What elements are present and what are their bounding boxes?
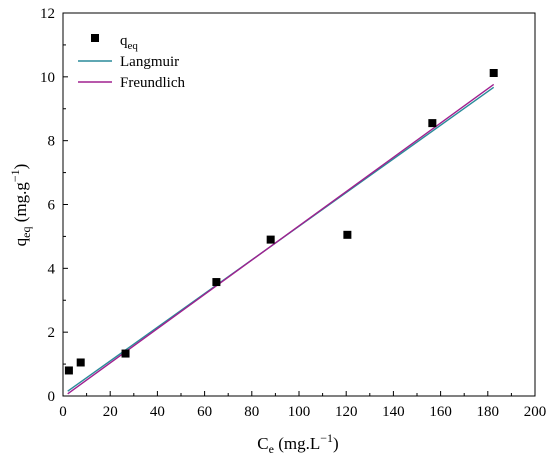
- y-tick-label: 4: [48, 261, 56, 277]
- x-tick-label: 120: [335, 404, 358, 420]
- x-tick-label: 20: [103, 404, 118, 420]
- data-point: [489, 69, 498, 78]
- legend-label: Freundlich: [120, 75, 185, 91]
- x-tick-label: 140: [382, 404, 405, 420]
- data-point: [121, 349, 130, 358]
- x-axis-label-base: C: [257, 434, 268, 453]
- y-tick-label: 8: [48, 134, 56, 150]
- y-tick-label: 10: [40, 70, 55, 86]
- x-tick-label: 100: [288, 404, 311, 420]
- legend: qeq Langmuir Freundlich: [78, 33, 185, 91]
- x-tick-label: 80: [244, 404, 259, 420]
- x-tick-label: 160: [429, 404, 452, 420]
- x-tick-label: 40: [150, 404, 165, 420]
- data-point: [76, 358, 85, 367]
- data-point: [212, 278, 221, 287]
- y-tick-label: 6: [48, 198, 56, 214]
- x-axis-label-sup: −1: [320, 431, 333, 445]
- y-tick-label: 12: [40, 6, 55, 22]
- legend-swatch-points: [91, 34, 99, 42]
- y-axis-label-unit: (mg.g: [11, 182, 30, 227]
- x-tick-label: 200: [524, 404, 547, 420]
- data-point: [343, 230, 352, 239]
- legend-label: Langmuir: [120, 54, 179, 70]
- y-axis-label-close: ): [11, 164, 30, 170]
- y-axis-label-base: q: [11, 237, 30, 246]
- x-axis-label-close: ): [333, 434, 339, 453]
- y-axis-label: qeq (mg.g−1): [8, 164, 33, 247]
- x-tick-label: 60: [197, 404, 212, 420]
- x-tick-label: 180: [477, 404, 500, 420]
- x-axis-label-unit: (mg.L: [274, 434, 320, 453]
- y-axis-label-sup: −1: [8, 169, 22, 182]
- data-point: [428, 119, 437, 128]
- y-tick-label: 2: [48, 325, 56, 341]
- y-tick-label: 0: [48, 389, 56, 405]
- data-point: [266, 235, 275, 244]
- x-axis: 0 20 40 60 80 100 120 140 160 180 200: [59, 391, 546, 420]
- data-points: [64, 69, 498, 375]
- y-axis: 0 2 4 6 8 10 12: [40, 6, 68, 405]
- data-point: [64, 366, 73, 375]
- y-axis-label-sub: eq: [19, 227, 33, 238]
- x-axis-label: Ce (mg.L−1): [257, 431, 338, 456]
- x-tick-label: 0: [59, 404, 67, 420]
- legend-label: qeq: [120, 33, 138, 52]
- plot-border: [62, 12, 536, 397]
- fit-lines: [67, 83, 495, 395]
- plot-area: [62, 12, 536, 397]
- x-axis-label-sub: e: [269, 442, 274, 456]
- line-freundlich: [67, 83, 495, 395]
